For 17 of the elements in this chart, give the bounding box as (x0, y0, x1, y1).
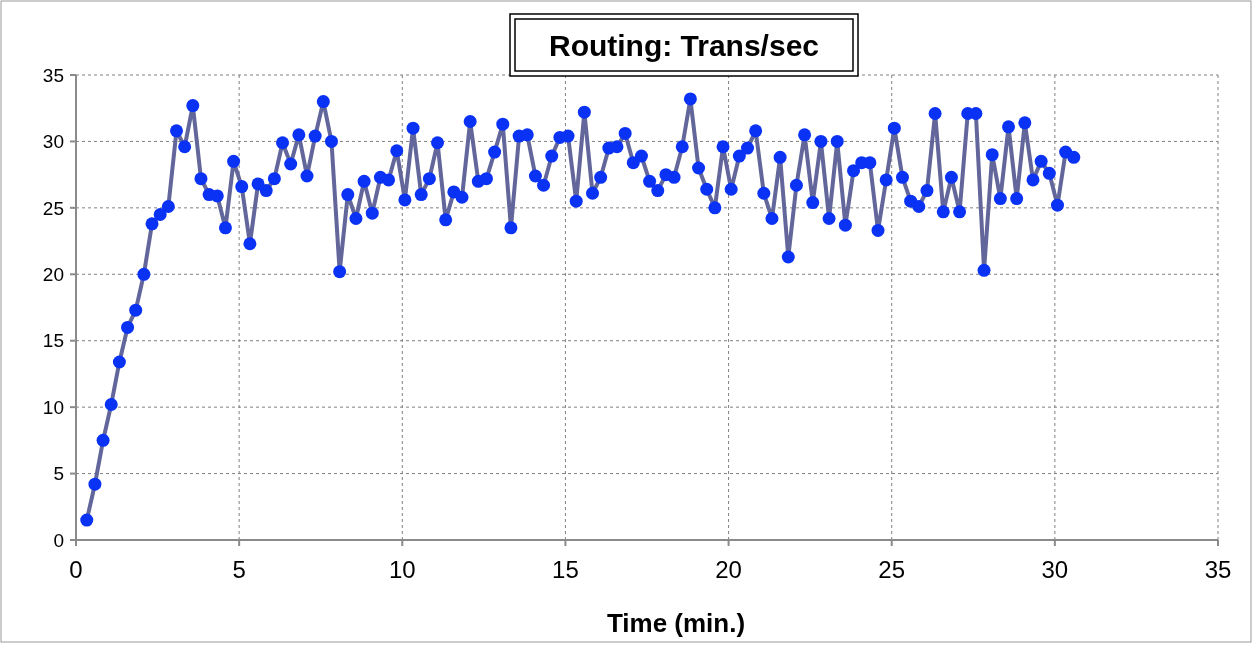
y-tick-label: 10 (42, 396, 64, 418)
x-tick-label: 20 (715, 556, 742, 583)
x-tick-label: 25 (878, 556, 906, 583)
chart-title: Routing: Trans/sec (548, 29, 820, 62)
y-tick-label: 0 (53, 529, 64, 551)
x-axis-title: Time (min.) (606, 608, 746, 638)
x-tick-label: 5 (232, 556, 246, 583)
y-tick-label: 20 (42, 263, 64, 285)
y-tick-label: 25 (42, 197, 64, 219)
x-tick-label: 30 (1041, 556, 1069, 583)
x-tick-label: 15 (552, 556, 579, 583)
y-tick-label: 30 (42, 131, 64, 153)
y-tick-label: 15 (42, 330, 64, 352)
x-tick-label: 35 (1204, 556, 1232, 583)
y-tick-label: 5 (53, 463, 64, 485)
y-tick-label: 35 (42, 64, 64, 86)
x-tick-label: 10 (388, 556, 416, 583)
